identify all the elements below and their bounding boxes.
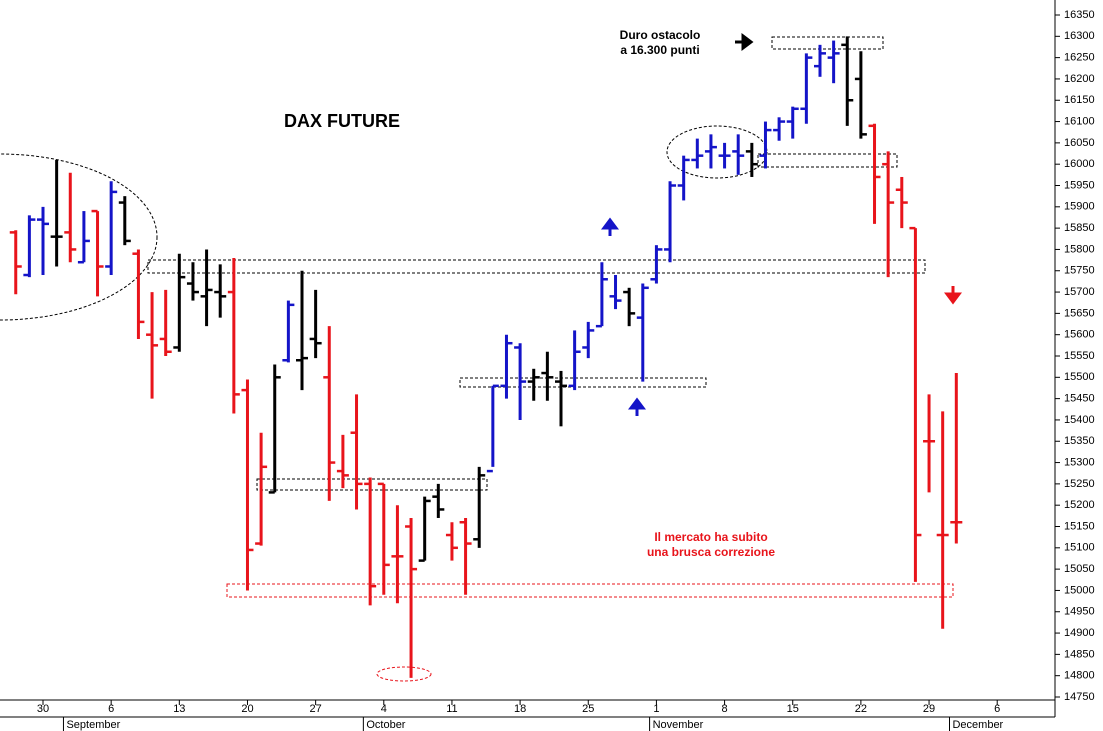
y-tick-label: 14800 <box>1064 670 1095 682</box>
y-tick-label: 15400 <box>1064 414 1095 426</box>
y-tick-label: 15200 <box>1064 499 1095 511</box>
y-tick-label: 16100 <box>1064 115 1095 127</box>
arrows <box>601 33 962 416</box>
zone <box>771 36 884 50</box>
y-tick-label: 15600 <box>1064 329 1095 341</box>
ellipse <box>376 666 432 682</box>
y-tick-label: 14750 <box>1064 691 1095 703</box>
y-tick-label: 15150 <box>1064 520 1095 532</box>
y-tick-label: 15250 <box>1064 478 1095 490</box>
y-tick-label: 16150 <box>1064 94 1095 106</box>
y-tick-label: 16250 <box>1064 52 1095 64</box>
x-tick-label: 4 <box>381 703 387 715</box>
arrow-up <box>601 217 619 236</box>
chart-title: DAX FUTURE <box>284 111 400 131</box>
red-zones <box>226 583 954 682</box>
month-label: October <box>366 719 405 731</box>
ellipse <box>666 125 768 179</box>
y-tick-label: 15050 <box>1064 563 1095 575</box>
y-tick-label: 15800 <box>1064 243 1095 255</box>
y-tick-label: 15850 <box>1064 222 1095 234</box>
y-tick-label: 16200 <box>1064 73 1095 85</box>
x-tick-label: 15 <box>787 703 799 715</box>
arrow-right <box>735 33 754 51</box>
zone <box>226 583 954 598</box>
x-tick-label: 22 <box>855 703 867 715</box>
x-tick-label: 11 <box>446 703 457 715</box>
x-tick-label: 29 <box>923 703 935 715</box>
annotation: Duro ostacolo <box>620 28 701 42</box>
y-tick-label: 15100 <box>1064 542 1095 554</box>
x-tick-label: 25 <box>582 703 594 715</box>
x-tick-label: 1 <box>653 703 659 715</box>
y-tick-label: 14850 <box>1064 648 1095 660</box>
zones <box>0 36 926 491</box>
y-tick-label: 16300 <box>1064 30 1095 42</box>
y-tick-label: 15950 <box>1064 179 1095 191</box>
x-tick-label: 20 <box>241 703 253 715</box>
arrow-up <box>628 397 646 416</box>
y-tick-label: 14900 <box>1064 627 1095 639</box>
x-tick-label: 6 <box>994 703 1000 715</box>
y-tick-label: 15900 <box>1064 201 1095 213</box>
annotation: Il mercato ha subito <box>654 530 767 544</box>
y-tick-label: 16350 <box>1064 9 1095 21</box>
arrow-down <box>944 286 962 305</box>
annotation: una brusca correzione <box>647 545 775 559</box>
y-tick-label: 16000 <box>1064 158 1095 170</box>
y-tick-label: 16050 <box>1064 137 1095 149</box>
y-tick-label: 15700 <box>1064 286 1095 298</box>
x-tick-label: 6 <box>108 703 114 715</box>
zone <box>256 478 488 491</box>
x-tick-label: 18 <box>514 703 526 715</box>
x-tick-label: 30 <box>37 703 49 715</box>
y-tick-label: 15550 <box>1064 350 1095 362</box>
y-tick-label: 15450 <box>1064 393 1095 405</box>
x-tick-label: 8 <box>722 703 728 715</box>
zone <box>757 153 898 168</box>
month-label: December <box>952 719 1003 731</box>
x-tick-label: 27 <box>310 703 322 715</box>
y-tick-label: 15000 <box>1064 584 1095 596</box>
y-tick-label: 15300 <box>1064 456 1095 468</box>
y-tick-label: 15650 <box>1064 307 1095 319</box>
month-label: November <box>653 719 704 731</box>
month-label: September <box>66 719 120 731</box>
annotation: a 16.300 punti <box>620 43 699 57</box>
y-tick-label: 15350 <box>1064 435 1095 447</box>
zone <box>459 377 707 388</box>
x-tick-label: 13 <box>173 703 185 715</box>
y-tick-label: 15750 <box>1064 265 1095 277</box>
y-tick-label: 15500 <box>1064 371 1095 383</box>
y-tick-label: 14950 <box>1064 606 1095 618</box>
ellipse <box>0 153 158 321</box>
